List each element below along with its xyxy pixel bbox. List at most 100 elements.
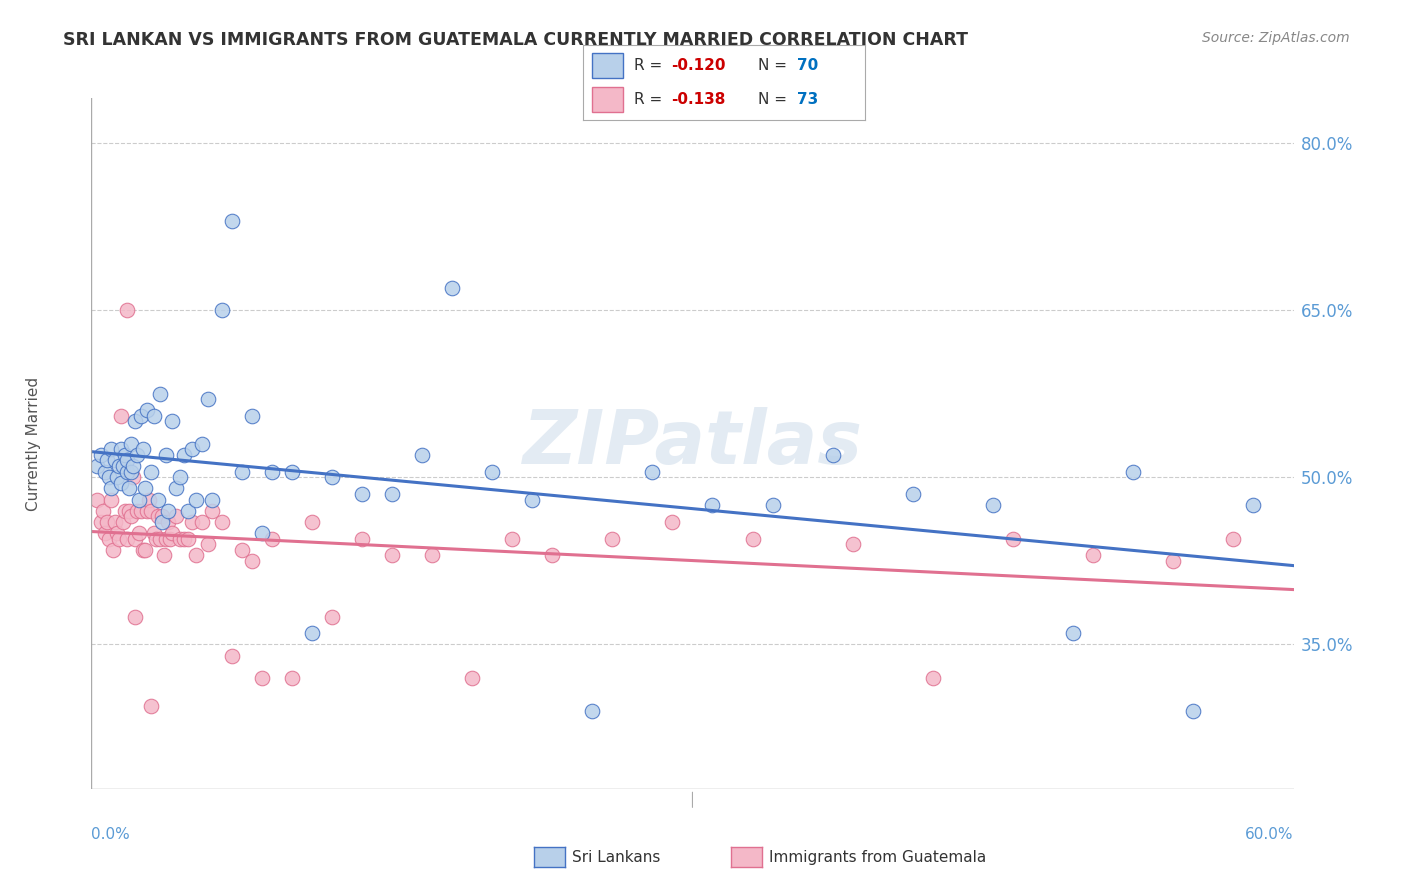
Text: Source: ZipAtlas.com: Source: ZipAtlas.com bbox=[1202, 31, 1350, 45]
Point bbox=[100, 492, 122, 507]
Point bbox=[108, 532, 131, 546]
Point bbox=[501, 532, 523, 546]
Point bbox=[141, 504, 163, 518]
Text: ZIPatlas: ZIPatlas bbox=[523, 408, 862, 480]
Point bbox=[240, 409, 263, 423]
Point bbox=[128, 492, 150, 507]
Point bbox=[1182, 705, 1205, 719]
Point bbox=[124, 415, 146, 429]
Point bbox=[117, 532, 139, 546]
Point bbox=[260, 465, 283, 479]
Point bbox=[150, 509, 173, 524]
Point bbox=[381, 487, 404, 501]
Point bbox=[110, 475, 132, 490]
Point bbox=[107, 526, 129, 541]
Point bbox=[741, 532, 763, 546]
Text: 60.0%: 60.0% bbox=[1246, 828, 1294, 842]
Point bbox=[110, 409, 132, 423]
Point bbox=[1163, 554, 1185, 568]
Point bbox=[841, 537, 863, 551]
Text: N =: N = bbox=[758, 58, 792, 73]
Point bbox=[411, 448, 433, 462]
Point bbox=[1222, 532, 1244, 546]
Point bbox=[141, 465, 163, 479]
Point bbox=[184, 492, 207, 507]
Point bbox=[250, 526, 273, 541]
Point bbox=[134, 542, 156, 557]
Point bbox=[1243, 498, 1265, 512]
Point bbox=[165, 482, 187, 496]
Point bbox=[321, 609, 343, 624]
Text: Currently Married: Currently Married bbox=[27, 376, 41, 511]
Point bbox=[150, 515, 173, 529]
Point bbox=[301, 626, 323, 640]
Point bbox=[100, 442, 122, 457]
Point bbox=[155, 532, 177, 546]
Point bbox=[201, 504, 224, 518]
Point bbox=[142, 409, 165, 423]
Point bbox=[142, 526, 165, 541]
Point bbox=[922, 671, 945, 685]
Point bbox=[169, 470, 191, 484]
Point bbox=[127, 504, 149, 518]
Point bbox=[107, 470, 129, 484]
Point bbox=[1062, 626, 1084, 640]
Point bbox=[90, 448, 112, 462]
Point bbox=[138, 492, 160, 507]
Point bbox=[93, 504, 115, 518]
Point bbox=[211, 303, 233, 318]
Point bbox=[1083, 548, 1105, 563]
Point bbox=[156, 504, 179, 518]
Text: Immigrants from Guatemala: Immigrants from Guatemala bbox=[769, 850, 987, 864]
Point bbox=[197, 392, 219, 407]
Point bbox=[190, 515, 212, 529]
Point bbox=[86, 459, 108, 474]
Point bbox=[159, 532, 181, 546]
Point bbox=[127, 448, 149, 462]
Point bbox=[131, 504, 153, 518]
Point bbox=[148, 532, 170, 546]
Point bbox=[221, 214, 243, 228]
Point bbox=[141, 698, 163, 713]
Text: SRI LANKAN VS IMMIGRANTS FROM GUATEMALA CURRENTLY MARRIED CORRELATION CHART: SRI LANKAN VS IMMIGRANTS FROM GUATEMALA … bbox=[63, 31, 969, 49]
Point bbox=[1122, 465, 1144, 479]
Point bbox=[146, 509, 169, 524]
Point bbox=[661, 515, 683, 529]
Point bbox=[134, 482, 156, 496]
Point bbox=[117, 303, 139, 318]
Point bbox=[173, 532, 195, 546]
Point bbox=[702, 498, 724, 512]
Point bbox=[281, 671, 304, 685]
Point bbox=[100, 482, 122, 496]
Point bbox=[155, 448, 177, 462]
Point bbox=[117, 453, 139, 467]
Point bbox=[86, 492, 108, 507]
Point bbox=[156, 515, 179, 529]
Text: 0.0%: 0.0% bbox=[91, 828, 131, 842]
Point bbox=[901, 487, 924, 501]
Point bbox=[176, 504, 198, 518]
Point bbox=[231, 465, 253, 479]
Point bbox=[201, 492, 224, 507]
Point bbox=[112, 459, 135, 474]
Point bbox=[108, 459, 131, 474]
Point bbox=[180, 442, 202, 457]
Point bbox=[90, 515, 112, 529]
Point bbox=[122, 470, 145, 484]
Point bbox=[321, 470, 343, 484]
Point bbox=[281, 465, 304, 479]
Point bbox=[381, 548, 404, 563]
Point bbox=[231, 542, 253, 557]
Point bbox=[118, 504, 141, 518]
Point bbox=[117, 465, 139, 479]
Text: -0.120: -0.120 bbox=[671, 58, 725, 73]
Text: -0.138: -0.138 bbox=[671, 92, 725, 107]
Point bbox=[124, 609, 146, 624]
Point bbox=[110, 442, 132, 457]
Point bbox=[121, 509, 143, 524]
Point bbox=[762, 498, 785, 512]
Point bbox=[350, 487, 373, 501]
Text: N =: N = bbox=[758, 92, 792, 107]
Point bbox=[461, 671, 484, 685]
Point bbox=[240, 554, 263, 568]
